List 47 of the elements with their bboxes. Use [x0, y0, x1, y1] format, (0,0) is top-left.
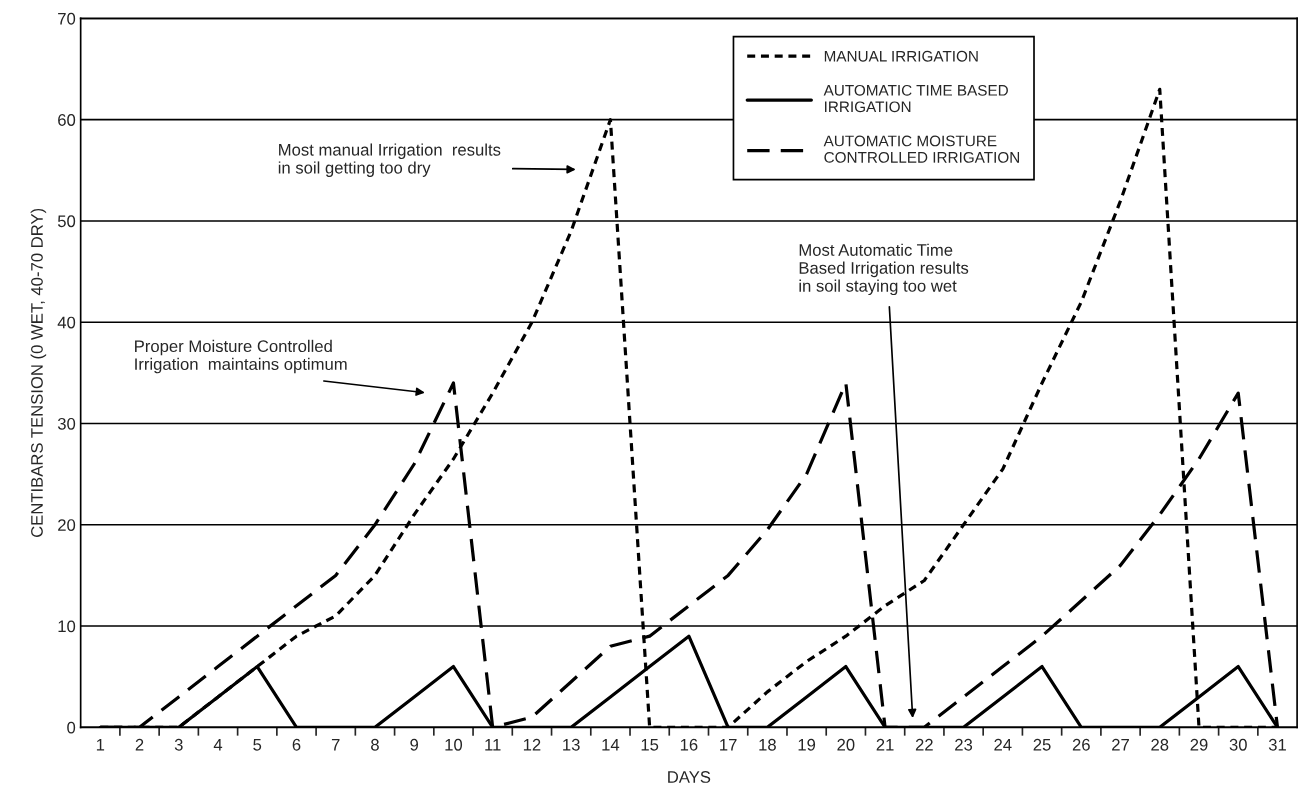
- y-tick-label: 0: [67, 721, 76, 734]
- x-tick-label: 11: [485, 739, 501, 751]
- x-tick-label: 28: [1151, 738, 1169, 751]
- x-tick-label: 9: [410, 738, 419, 751]
- legend-label: AUTOMATIC TIME BASED IRRIGATION: [823, 84, 1008, 113]
- y-tick-label: 70: [58, 12, 76, 25]
- y-tick-label: 10: [58, 620, 76, 633]
- x-tick-label: 6: [292, 738, 301, 751]
- x-tick-label: 12: [523, 738, 541, 751]
- x-tick-label: 20: [837, 738, 855, 751]
- x-tick-label: 7: [331, 739, 340, 751]
- x-tick-label: 23: [955, 738, 973, 751]
- x-tick-label: 27: [1112, 738, 1129, 751]
- legend-label: AUTOMATIC MOISTURE CONTROLLED IRRIGATION: [823, 135, 1020, 163]
- y-tick-label: 50: [57, 215, 76, 228]
- x-tick-label: 30: [1229, 738, 1247, 751]
- x-tick-label: 21: [876, 738, 894, 751]
- x-tick-label: 4: [213, 739, 223, 751]
- y-tick-label: 40: [57, 316, 76, 329]
- x-tick-label: 31: [1268, 738, 1286, 751]
- x-tick-label: 18: [759, 738, 776, 751]
- annotation: Proper Moisture Controlled Irrigation maintains optimum: [135, 339, 347, 374]
- x-axis-title: DAYS: [668, 771, 711, 783]
- y-tick-label: 30: [57, 417, 76, 430]
- annotation: Most manual Irrigation results in soil getting too dry: [278, 143, 501, 177]
- x-tick-label: 10: [445, 738, 463, 751]
- x-tick-label: 14: [602, 739, 620, 751]
- x-tick-label: 17: [720, 739, 737, 751]
- x-tick-label: 13: [563, 738, 580, 751]
- x-tick-label: 15: [641, 739, 659, 751]
- x-tick-label: 8: [371, 738, 379, 751]
- annotation: Most Automatic Time Based Irrigation results in soil staying too wet: [799, 243, 969, 296]
- y-tick-label: 20: [58, 519, 76, 531]
- x-tick-label: 29: [1190, 738, 1208, 751]
- x-tick-label: 25: [1033, 738, 1051, 751]
- x-tick-label: 2: [135, 738, 144, 751]
- x-tick-label: 22: [915, 738, 933, 751]
- x-tick-label: 3: [174, 738, 183, 751]
- x-tick-label: 19: [798, 738, 816, 751]
- legend-label: MANUAL IRRIGATION: [824, 50, 978, 62]
- x-tick-label: 24: [994, 738, 1012, 751]
- x-tick-label: 5: [253, 739, 262, 751]
- y-tick-label: 60: [58, 114, 76, 126]
- x-tick-label: 26: [1072, 738, 1090, 751]
- y-axis-title: CENTIBARS TENSION (0 WET, 40-70 DRY): [30, 208, 47, 538]
- x-tick-label: 16: [680, 738, 698, 751]
- x-tick-label: 1: [96, 739, 105, 751]
